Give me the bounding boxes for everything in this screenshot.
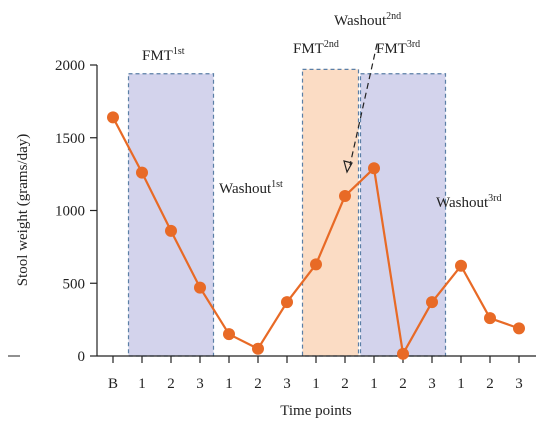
x-tick-label: 3 [428,376,436,392]
washout2-arrow-head [343,160,353,174]
x-tick-label: 2 [399,376,407,392]
data-point [107,111,119,124]
fmt-band-3 [359,73,447,357]
data-point [513,322,525,335]
y-axis-label: Stool weight (grams/day) [15,134,31,286]
fmt2-label: FMT2nd [293,39,339,57]
data-point [136,166,148,179]
x-tick-label: B [108,376,118,392]
y-ticks: 0 500 1000 1500 2000 [55,58,97,365]
data-point [368,162,380,175]
data-point [252,342,264,355]
data-point [426,296,438,309]
series-points [107,111,525,360]
fmt-band-1 [127,73,215,357]
data-point [194,281,206,294]
x-tick-label: 3 [196,376,204,392]
x-tick-label: 2 [486,376,494,392]
x-tick-label: 2 [167,376,175,392]
x-tick-label: 3 [283,376,291,392]
x-tick-label: 3 [515,376,523,392]
x-tick-label: 2 [341,376,349,392]
data-point [484,312,496,325]
data-point [339,189,351,202]
data-point [281,296,293,309]
fmt1-label: FMT1st [142,46,185,64]
y-tick-label: 500 [63,276,86,292]
x-tick-label: 1 [370,376,378,392]
data-point [165,224,177,237]
fmt-band-2 [301,68,360,357]
washout2-label: Washout2nd [334,11,401,29]
data-point [310,258,322,271]
washout3-label: Washout3rd [436,193,501,211]
x-ticks: B 1 2 3 1 2 3 1 2 1 2 3 1 2 3 [108,356,523,392]
fmt3-label: FMT3rd [376,39,420,57]
data-point [397,347,409,360]
y-tick-label: 2000 [55,58,85,74]
x-tick-label: 1 [312,376,320,392]
x-tick-label: 2 [254,376,262,392]
x-tick-label: 1 [138,376,146,392]
washout1-label: Washout1st [219,179,283,197]
data-point [223,328,235,341]
data-point [455,259,467,272]
x-tick-label: 1 [225,376,233,392]
y-tick-label: 1000 [55,204,85,220]
y-tick-label: 1500 [55,131,85,147]
fmt-bands [127,68,447,357]
washout2-arrow-line [349,43,378,166]
x-axis-label: Time points [280,403,352,419]
x-tick-label: 1 [457,376,465,392]
y-tick-label: 0 [78,349,86,365]
